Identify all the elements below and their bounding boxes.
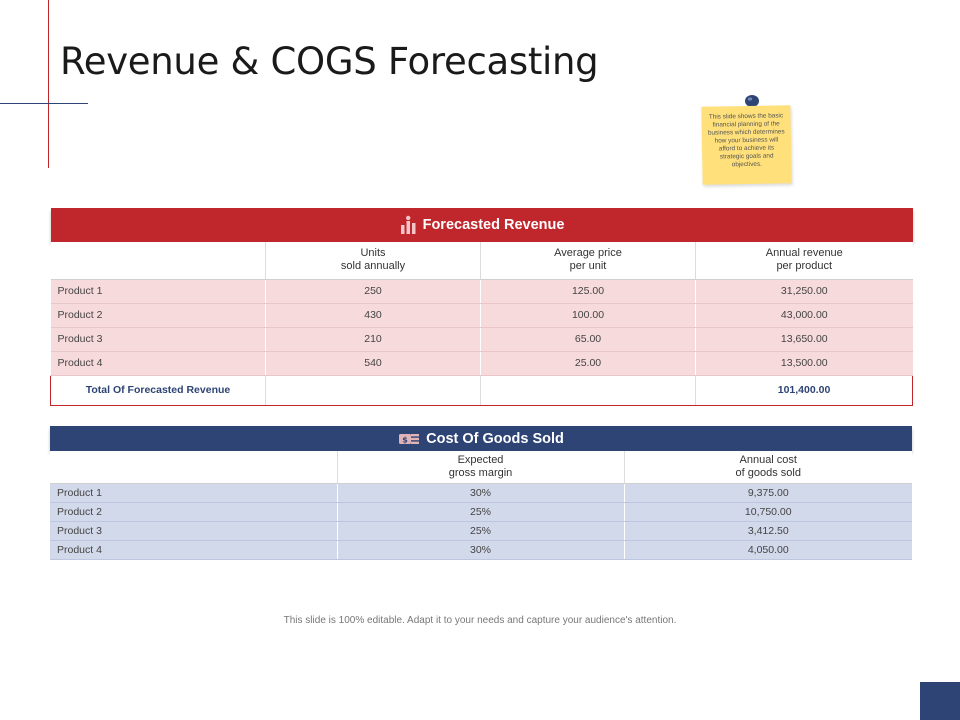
table-row: Product 1 250 125.00 31,250.00	[50, 279, 913, 304]
table-row: Product 4 540 25.00 13,500.00	[50, 351, 913, 376]
table-row: Product 1 30% 9,375.00	[50, 483, 912, 503]
column-header: Units sold annually	[265, 242, 481, 280]
svg-text:$: $	[402, 435, 408, 444]
cost-of-goods-sold-table: $ Cost Of Goods Sold Expected gross marg…	[50, 426, 912, 560]
bar-chart-people-icon	[400, 215, 416, 234]
column-header: Annual cost of goods sold	[624, 451, 912, 484]
sticky-note: This slide shows the basic financial pla…	[701, 105, 792, 185]
forecasted-revenue-table: Forecasted Revenue Units sold annually A…	[50, 208, 914, 406]
corner-accent-block	[920, 682, 960, 720]
column-header: Average price per unit	[480, 242, 696, 280]
column-header: Expected gross margin	[337, 451, 625, 484]
decorative-horizontal-line	[0, 103, 88, 104]
cogs-header: $ Cost Of Goods Sold	[50, 426, 912, 451]
revenue-column-headers: Units sold annually Average price per un…	[50, 242, 913, 280]
cogs-column-headers: Expected gross margin Annual cost of goo…	[50, 451, 912, 484]
footer-note: This slide is 100% editable. Adapt it to…	[283, 615, 677, 626]
forecasted-revenue-title: Forecasted Revenue	[422, 216, 565, 233]
table-row: Product 2 430 100.00 43,000.00	[50, 303, 913, 328]
table-row: Product 3 210 65.00 13,650.00	[50, 327, 913, 352]
total-label: Total Of Forecasted Revenue	[50, 374, 266, 406]
column-header	[50, 242, 266, 280]
column-header	[50, 451, 338, 484]
money-stack-icon: $	[399, 433, 420, 444]
forecasted-revenue-header: Forecasted Revenue	[50, 208, 913, 242]
table-row: Product 3 25% 3,412.50	[50, 521, 912, 541]
cogs-title: Cost Of Goods Sold	[426, 430, 564, 447]
table-row: Product 2 25% 10,750.00	[50, 502, 912, 522]
table-row: Product 4 30% 4,050.00	[50, 540, 912, 560]
slide-title: Revenue & COGS Forecasting	[60, 40, 599, 83]
sticky-note-text: This slide shows the basic financial pla…	[707, 112, 785, 169]
total-row: Total Of Forecasted Revenue 101,400.00	[50, 374, 914, 406]
decorative-vertical-line	[48, 0, 49, 168]
total-value: 101,400.00	[695, 374, 914, 406]
column-header: Annual revenue per product	[695, 242, 913, 280]
